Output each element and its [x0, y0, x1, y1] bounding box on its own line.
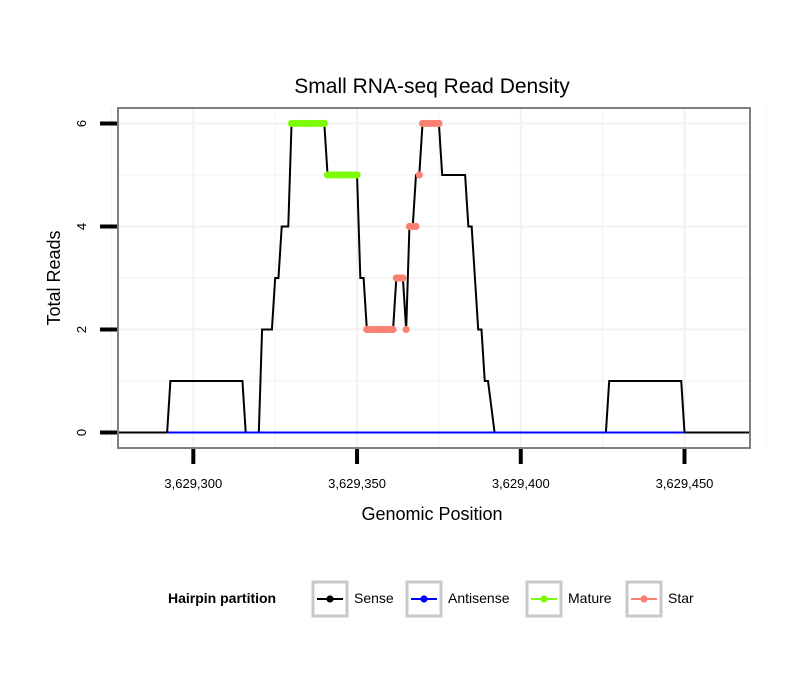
legend-items: Sense Antisense Mature Star [311, 580, 694, 618]
star-point [389, 325, 397, 334]
legend-key-point [420, 595, 428, 603]
x-tick-label: 3,629,350 [328, 476, 386, 491]
y-tick-label: 2 [74, 326, 89, 333]
x-tick-label: 3,629,450 [656, 476, 714, 491]
y-axis-title: Total Reads [44, 230, 64, 325]
plot-border [117, 107, 751, 449]
star-point [412, 222, 420, 231]
x-axis-title: Genomic Position [361, 504, 502, 524]
legend: Hairpin partition Sense Antisense Mature St… [168, 580, 694, 618]
chart-title: Small RNA-seq Read Density [294, 75, 570, 98]
mature-point [353, 171, 361, 179]
y-tick-label: 0 [74, 429, 89, 436]
y-tick-label: 4 [74, 223, 89, 230]
mature-point [320, 119, 328, 128]
star-point [415, 171, 423, 179]
star-series-points [363, 119, 443, 334]
legend-key-point [540, 595, 548, 603]
legend-title: Hairpin partition [168, 590, 276, 606]
x-axis: 3,629,300 3,629,350 3,629,400 3,629,450 [164, 449, 713, 491]
legend-label-mature: Mature [568, 590, 612, 606]
y-tick-label: 6 [74, 120, 89, 127]
legend-item-star: Star [625, 580, 694, 618]
star-point [399, 274, 407, 282]
legend-item-sense: Sense [311, 580, 394, 618]
legend-label-sense: Sense [354, 590, 394, 606]
legend-item-mature: Mature [525, 580, 612, 618]
series-layer [118, 119, 750, 434]
y-axis: 0 2 4 6 [74, 120, 117, 436]
mature-series-points [287, 119, 361, 179]
legend-key-point [640, 595, 648, 603]
x-tick-label: 3,629,400 [492, 476, 550, 491]
grid [110, 108, 767, 448]
legend-key-point [326, 595, 334, 603]
x-tick-label: 3,629,300 [164, 476, 222, 491]
legend-label-star: Star [668, 590, 694, 606]
star-point [435, 119, 443, 128]
star-point [402, 325, 410, 334]
legend-label-antisense: Antisense [448, 590, 510, 606]
legend-item-antisense: Antisense [405, 580, 510, 618]
